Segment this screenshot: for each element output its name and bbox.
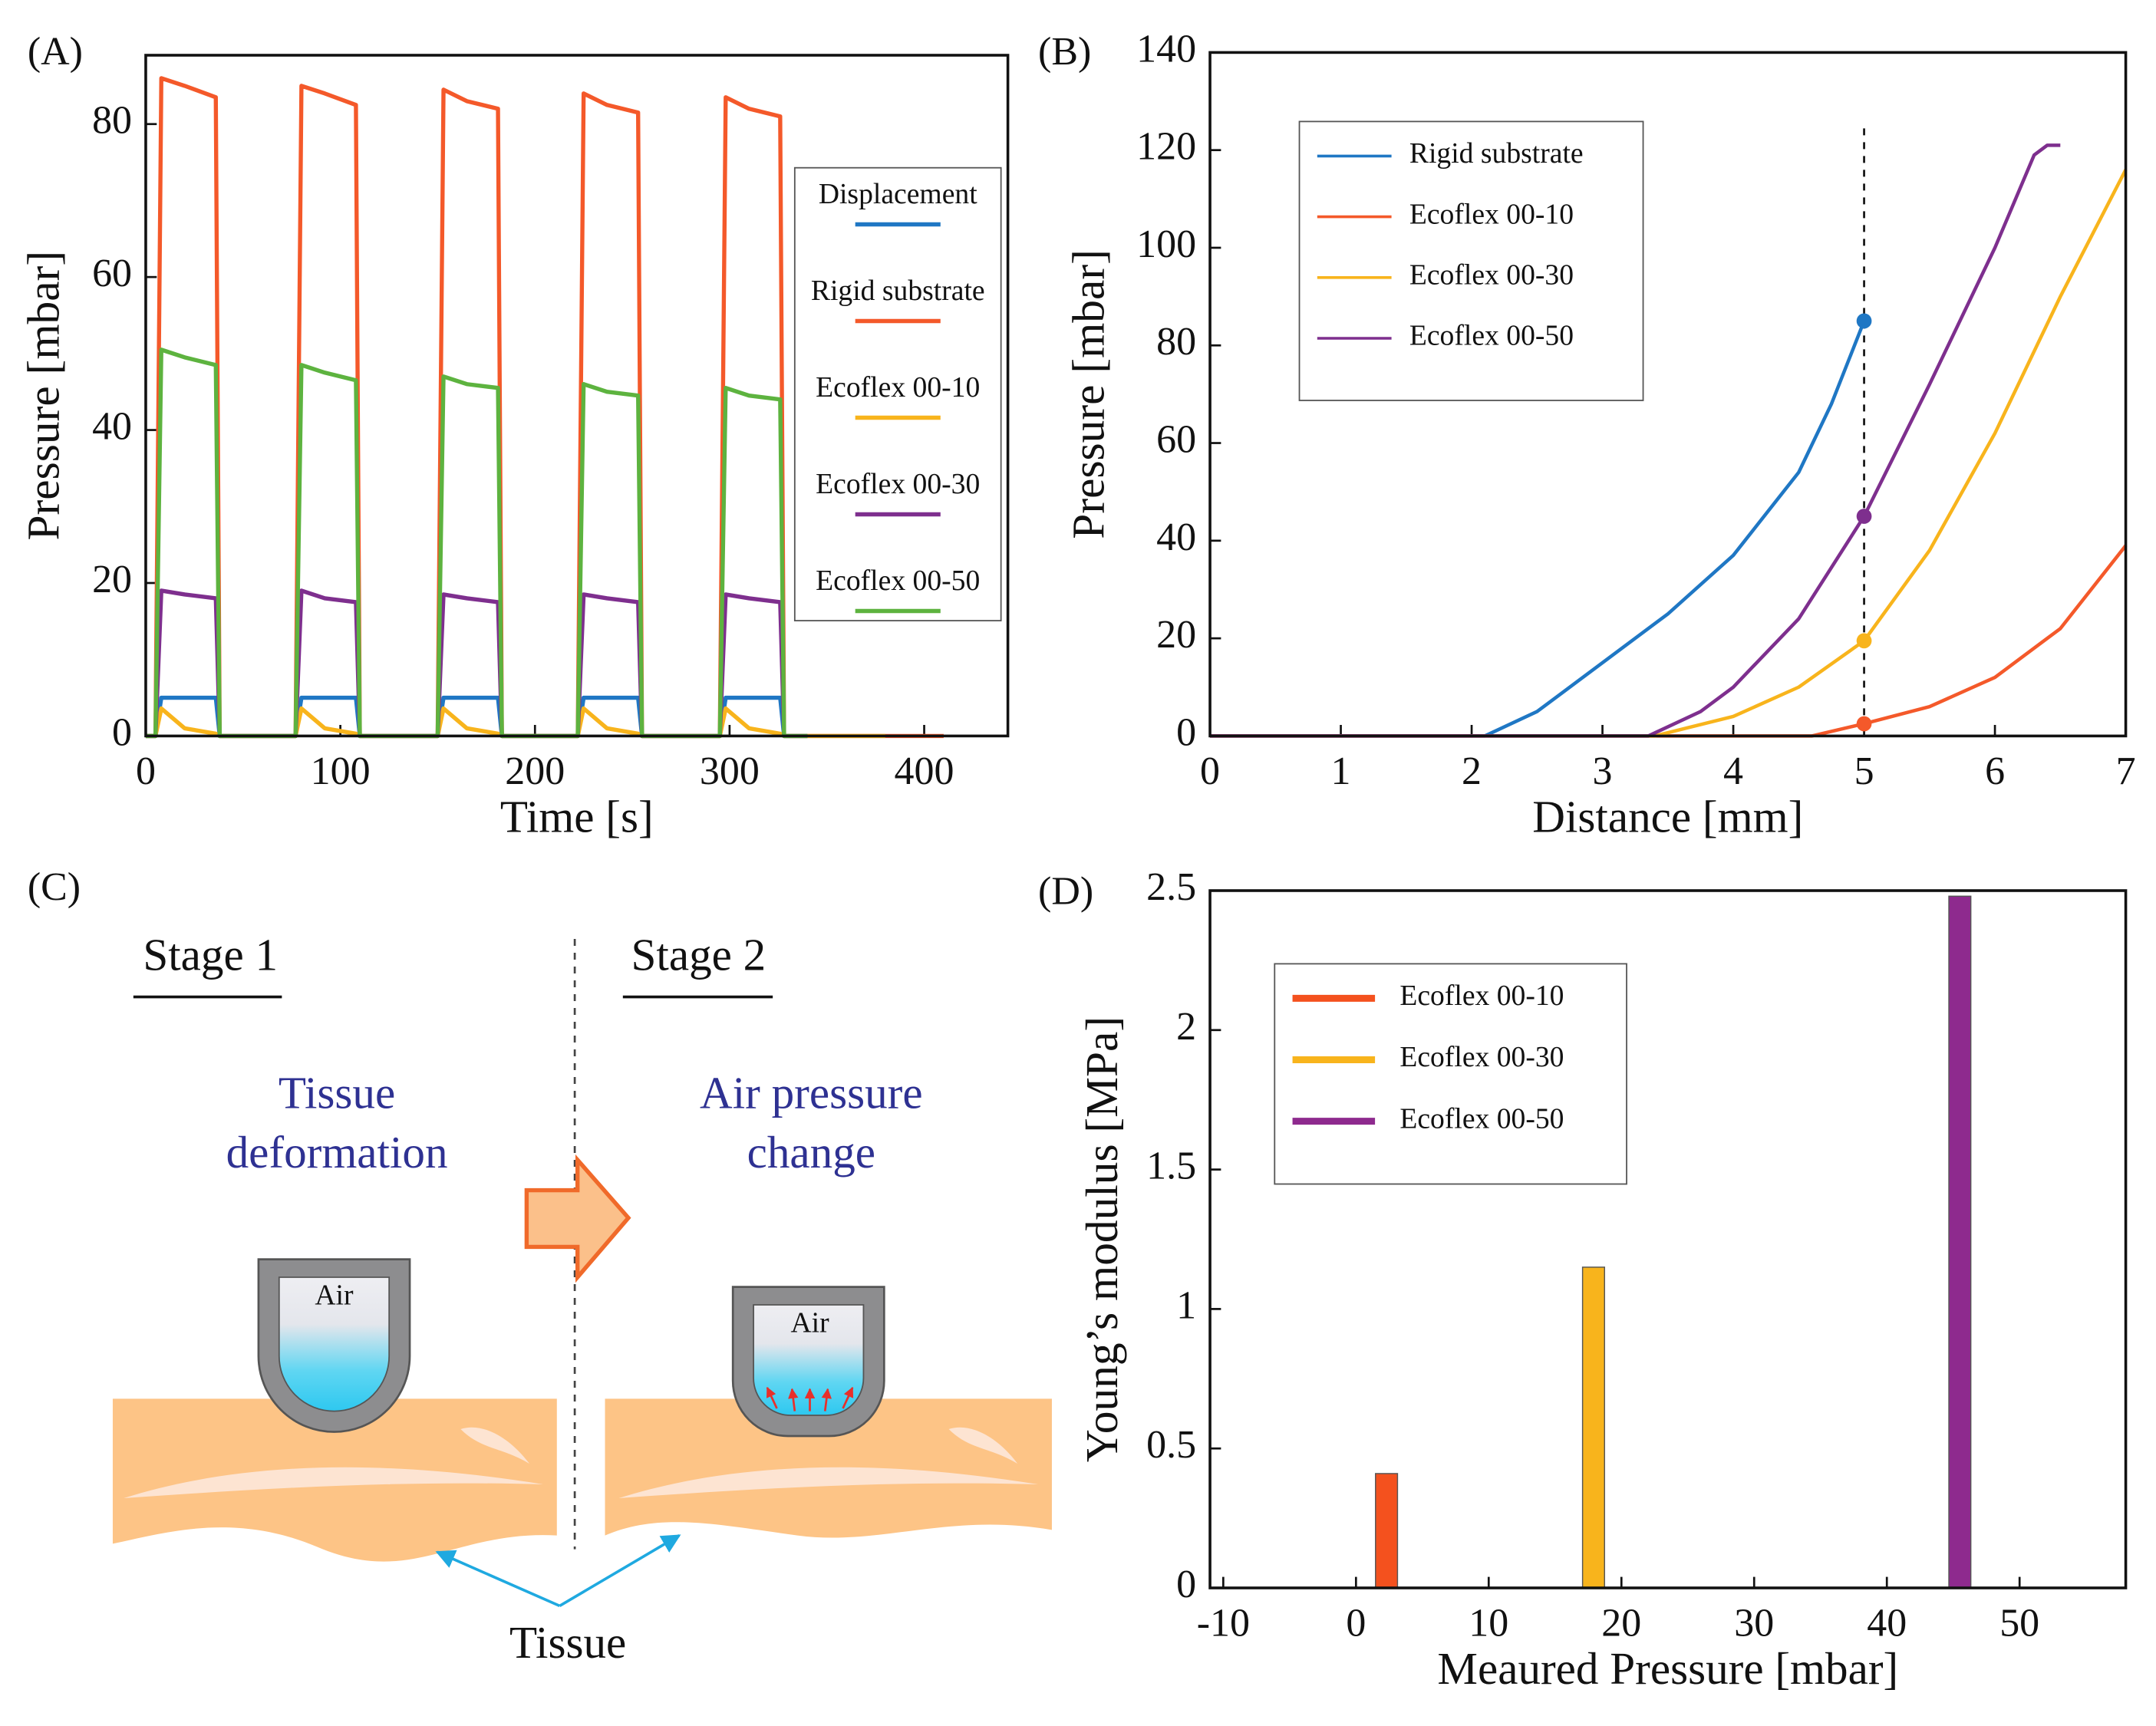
legend-box: [793, 166, 1002, 621]
air-label: Air: [315, 1280, 354, 1312]
y-tick-label: 0: [1176, 710, 1196, 754]
axes-frame: [1208, 889, 2128, 1589]
y-tick-label: 80: [1156, 320, 1196, 364]
x-tick-label: 100: [311, 749, 371, 793]
x-tick-label: -10: [1197, 1601, 1250, 1645]
series-line: [1210, 320, 1866, 738]
marker: [1856, 633, 1872, 649]
axes-frame: [144, 54, 1010, 738]
y-tick-label: 2: [1176, 1005, 1196, 1049]
tissue-streak: [124, 1427, 543, 1498]
y-axis-label: Pressure [mbar]: [1063, 249, 1113, 539]
stage-text: Tissue: [279, 1068, 395, 1118]
tissue-streak: [618, 1427, 1039, 1498]
x-tick-label: 3: [1593, 749, 1613, 793]
pointer: [559, 1534, 681, 1607]
y-tick-label: 60: [1156, 417, 1196, 461]
x-tick-label: 6: [1985, 749, 2005, 793]
y-axis-label: Young’s modulus [MPa]: [1076, 1016, 1127, 1462]
panel-label: (B): [1038, 30, 1091, 74]
y-tick-label: 40: [1156, 515, 1196, 559]
bar: [1375, 1473, 1399, 1589]
stage-text: deformation: [226, 1127, 448, 1178]
pressure-arrows: [766, 1386, 854, 1411]
x-tick-label: 0: [1200, 749, 1220, 793]
tissue-label: Tissue: [509, 1617, 626, 1668]
x-tick-label: 1: [1331, 749, 1351, 793]
legend-label: Ecoflex 00-30: [816, 468, 980, 500]
cup-cavity: [753, 1304, 865, 1416]
panel-label: (D): [1038, 869, 1093, 913]
panel-label: (A): [28, 30, 83, 74]
legend-label: Displacement: [819, 178, 977, 210]
x-axis-label: Meaured Pressure [mbar]: [1437, 1643, 1898, 1694]
y-tick-label: 0.5: [1146, 1423, 1196, 1467]
y-tick-label: 140: [1136, 27, 1196, 71]
y-tick-label: 40: [92, 404, 132, 448]
x-tick-label: 0: [136, 749, 156, 793]
x-tick-label: 20: [1601, 1601, 1641, 1645]
legend-label: Ecoflex 00-50: [1409, 320, 1574, 352]
legend-label: Ecoflex 00-30: [1409, 259, 1574, 291]
bar: [1581, 1267, 1605, 1589]
panel-label: (C): [28, 865, 81, 909]
x-tick-label: 2: [1462, 749, 1482, 793]
legend-box: [1298, 120, 1644, 401]
marker: [1856, 716, 1872, 732]
x-axis-label: Distance [mm]: [1532, 792, 1803, 842]
legend-label: Ecoflex 00-50: [816, 565, 980, 597]
series-line: [1210, 544, 2128, 738]
stage-text: change: [747, 1127, 875, 1178]
x-tick-label: 7: [2116, 749, 2136, 793]
x-tick-label: 300: [700, 749, 760, 793]
y-tick-label: 0: [1176, 1563, 1196, 1606]
series-line: [145, 588, 808, 739]
legend-label: Rigid substrate: [811, 275, 985, 307]
series-line: [145, 348, 808, 739]
x-axis-label: Time [s]: [500, 792, 654, 842]
y-tick-label: 20: [92, 558, 132, 601]
x-tick-label: 0: [1346, 1601, 1366, 1645]
x-tick-label: 30: [1734, 1601, 1774, 1645]
marker: [1856, 313, 1872, 329]
x-tick-label: 40: [1867, 1601, 1907, 1645]
x-tick-label: 10: [1469, 1601, 1508, 1645]
y-tick-label: 1.5: [1146, 1144, 1196, 1187]
y-tick-label: 100: [1136, 222, 1196, 266]
axes-frame: [1208, 51, 2128, 738]
legend-label: Ecoflex 00-10: [816, 371, 980, 404]
legend-label: Ecoflex 00-50: [1399, 1102, 1564, 1135]
legend-label: Ecoflex 00-10: [1399, 980, 1564, 1012]
x-tick-label: 5: [1854, 749, 1874, 793]
x-tick-label: 50: [1999, 1601, 2039, 1645]
panel-c: (C) Stage 1 Stage 2 Tissue deformation A…: [28, 865, 1052, 1668]
stage-title: Stage 1: [143, 930, 278, 980]
x-tick-label: 400: [895, 749, 954, 793]
y-tick-label: 1: [1176, 1283, 1196, 1327]
bar: [1948, 895, 1972, 1589]
legend-label: Ecoflex 00-30: [1399, 1041, 1564, 1073]
y-tick-label: 2.5: [1146, 865, 1196, 909]
legend-label: Ecoflex 00-10: [1409, 198, 1574, 230]
air-label: Air: [790, 1307, 829, 1339]
y-tick-label: 80: [92, 99, 132, 143]
y-tick-label: 60: [92, 252, 132, 295]
cup-cavity: [278, 1276, 391, 1412]
stage-title: Stage 2: [631, 930, 766, 980]
arrow: [524, 1154, 631, 1283]
marker: [1856, 509, 1872, 524]
x-tick-label: 4: [1723, 749, 1743, 793]
stage-text: Air pressure: [700, 1068, 923, 1118]
x-tick-label: 200: [505, 749, 565, 793]
series-line: [145, 706, 885, 739]
y-axis-label: Pressure [mbar]: [18, 251, 68, 541]
pointer: [435, 1550, 561, 1608]
y-tick-label: 20: [1156, 613, 1196, 657]
y-tick-label: 0: [112, 710, 132, 754]
y-tick-label: 120: [1136, 125, 1196, 169]
legend-label: Rigid substrate: [1409, 137, 1584, 170]
